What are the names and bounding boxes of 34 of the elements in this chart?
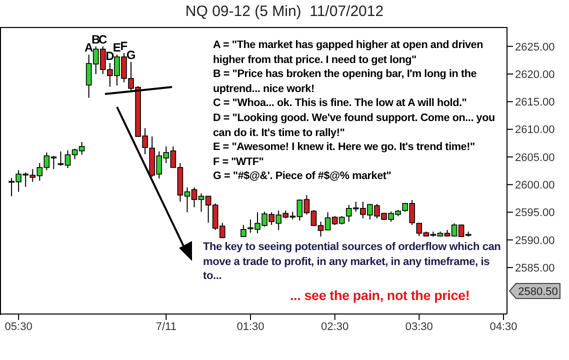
annotation: F = "WTF" (213, 154, 265, 170)
y-tick-label: 2590.00 (515, 234, 555, 247)
y-tick-label: 2600.00 (515, 180, 555, 192)
text: D (106, 48, 114, 63)
y-tick-label: 2605.00 (515, 152, 555, 164)
annotation: D = "Looking good. We've found support. Come on... you can do it. It's time to rally!" (213, 110, 496, 140)
y-tick-label: 2615.00 (515, 96, 555, 109)
annotation: The key to seeing potential sources of orderflow which can move a trade to profit, in any market, in any timeframe, is to... (203, 240, 502, 284)
text: G (126, 48, 136, 62)
annotation: C = "Whoa... ok. This is fine. The low at A will hold." (213, 96, 468, 111)
text: C (98, 32, 108, 46)
x-tick-label: 03:30 (405, 320, 433, 333)
y-tick-label: 2610.00 (515, 124, 555, 136)
text: B (92, 32, 100, 46)
y-tick-label: 2620.00 (515, 68, 555, 81)
x-tick-label: 04:30 (490, 320, 518, 333)
x-tick-label: 01:30 (236, 320, 264, 333)
x-tick-label: 7/11 (156, 320, 176, 333)
text: A (84, 40, 94, 55)
x-tick-label: 05:30 (4, 320, 32, 333)
x-tick-label: 02:30 (321, 320, 349, 333)
candlestick (240, 224, 246, 238)
annotation: ... see the pain, not the price! (290, 288, 471, 303)
annotation: E = "Awesome! I knew it. Here we go. It's trend time!" (213, 140, 476, 155)
text: 2580.50 (518, 286, 558, 298)
chart-title: NQ 09-12 (5 Min) 11/07/2012 (184, 3, 385, 20)
annotation: A = "The market has gapped higher at open and driven higher from that price. I need to get long" (213, 38, 484, 68)
annotation: G = "#$@&'. Piece of #$@% market" (213, 169, 392, 184)
text: F (120, 38, 128, 53)
y-tick-label: 2595.00 (515, 207, 555, 220)
annotation: B = "Price has broken the opening bar, I'm long in the uptrend... nice work! (213, 67, 478, 96)
y-tick-label: 2585.00 (515, 262, 555, 274)
text: E (112, 40, 121, 55)
y-tick-label: 2625.00 (515, 41, 555, 54)
